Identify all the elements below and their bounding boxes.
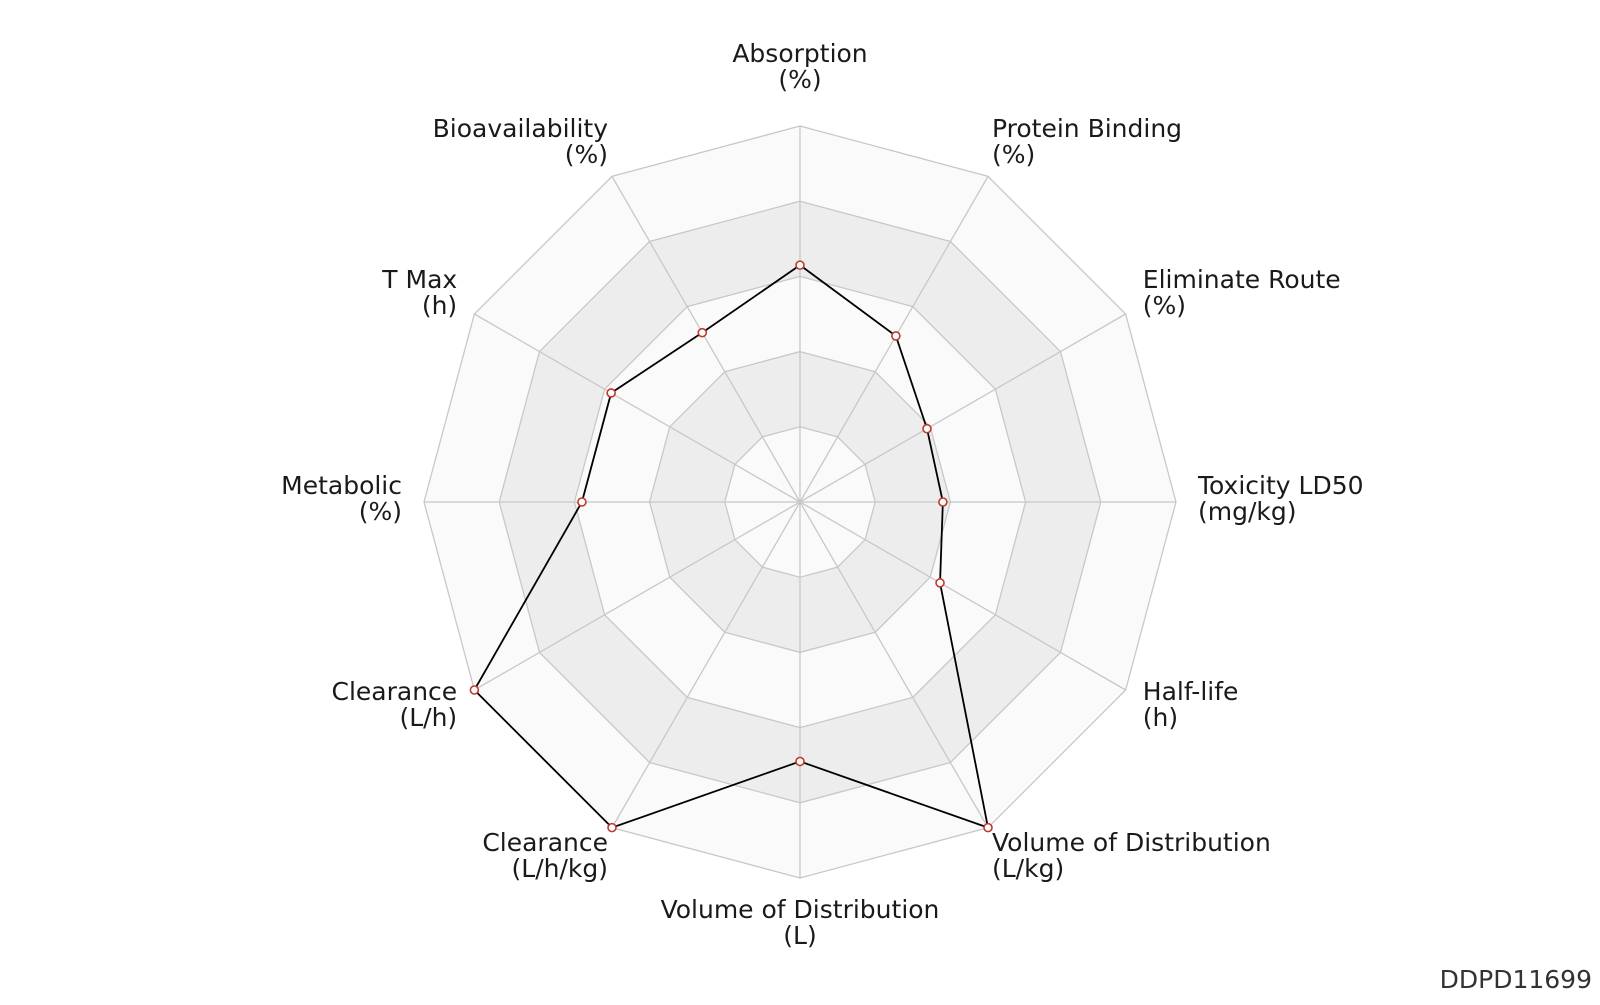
axis-unit-1: (%) [778, 65, 821, 94]
axis-spoke-6 [799, 501, 989, 828]
axis-unit-4: (mg/kg) [1198, 497, 1297, 526]
axis-label-1: Absorption [732, 39, 867, 68]
axis-spoke-12 [611, 176, 801, 503]
axis-unit-11: (h) [422, 291, 457, 320]
data-point-4 [938, 497, 948, 507]
axis-spoke-5 [799, 501, 1126, 691]
axis-spoke-8 [611, 501, 801, 828]
data-point-2 [891, 331, 901, 341]
axis-unit-8: (L/h/kg) [512, 854, 608, 883]
axis-unit-3: (%) [1143, 291, 1186, 320]
data-point-8 [607, 822, 617, 833]
data-point-11 [606, 388, 616, 398]
axis-unit-2: (%) [992, 140, 1035, 169]
axis-unit-10: (%) [359, 497, 402, 526]
data-point-9 [469, 685, 480, 695]
axis-label-8: Clearance [482, 828, 608, 857]
axis-label-2: Protein Binding [992, 114, 1182, 143]
data-point-12 [697, 327, 708, 338]
axis-label-10: Metabolic [281, 471, 402, 500]
axis-unit-7: (L) [783, 921, 816, 950]
compound-id-label: DDPD11699 [1439, 965, 1592, 994]
axis-spoke-11 [474, 313, 801, 503]
axis-label-3: Eliminate Route [1143, 265, 1341, 294]
axis-unit-9: (L/h) [399, 703, 457, 732]
axis-spoke-3 [799, 313, 1126, 503]
axis-label-6: Volume of Distribution [992, 828, 1271, 857]
data-point-5 [935, 578, 945, 588]
axis-label-7: Volume of Distribution [661, 895, 940, 924]
axis-unit-12: (%) [565, 140, 608, 169]
axis-unit-6: (L/kg) [992, 854, 1064, 883]
data-point-1 [795, 260, 805, 270]
axis-label-12: Bioavailability [433, 114, 609, 143]
axis-label-5: Half-life [1143, 677, 1239, 706]
data-point-6 [983, 822, 993, 833]
axis-spoke-9 [474, 501, 801, 691]
data-point-7 [795, 756, 805, 767]
axis-label-4: Toxicity LD50 [1197, 471, 1364, 500]
axis-label-9: Clearance [332, 677, 458, 706]
axis-label-11: T Max [381, 265, 457, 294]
data-point-10 [577, 497, 587, 507]
data-point-3 [922, 423, 932, 434]
axis-unit-5: (h) [1143, 703, 1178, 732]
